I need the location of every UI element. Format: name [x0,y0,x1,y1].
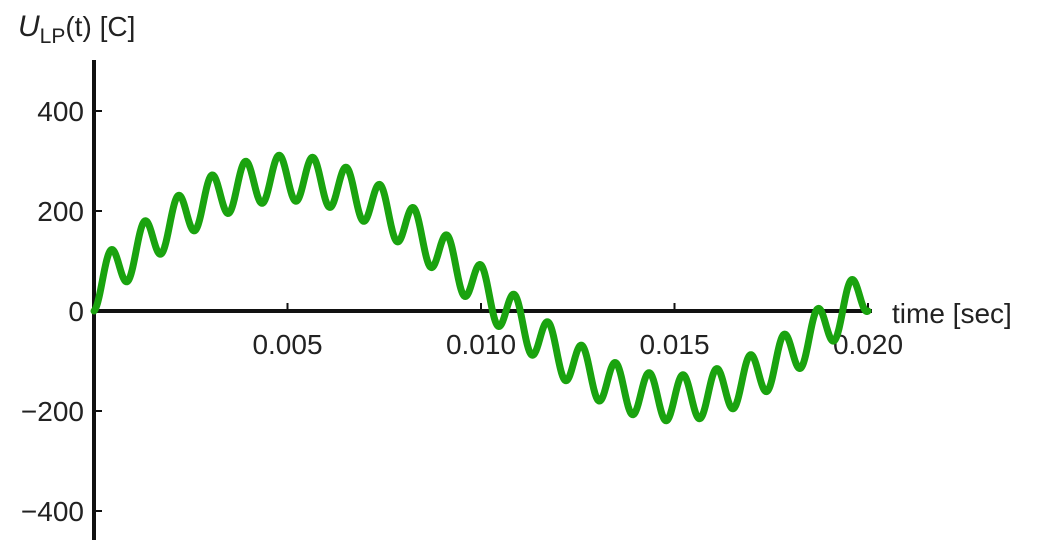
y-axis-label-rest: (t) [C] [65,11,135,42]
x-tick-label: 0.015 [639,329,709,360]
y-tick-label: 200 [37,196,84,227]
x-tick-label: 0.005 [252,329,322,360]
x-tick-label: 0.020 [833,329,903,360]
y-axis-label-main: U [18,10,40,43]
y-tick-label: 0 [68,296,84,327]
x-tick-label: 0.010 [446,329,516,360]
y-tick-label: −200 [21,396,84,427]
x-axis-label: time [sec] [892,298,1012,329]
y-axis-label-subscript: LP [40,25,66,48]
x-ticks: 0.005 0.010 0.015 0.020 [252,303,903,360]
y-tick-label: −400 [21,496,84,527]
series-line [90,151,872,425]
y-ticks: −400 −200 0 200 400 [21,96,102,527]
plot-area: 0.005 0.010 0.015 0.020 −400 −200 0 200 400 [21,60,903,540]
y-axis-label: ULP(t) [C] [18,10,135,48]
y-tick-label: 400 [37,96,84,127]
